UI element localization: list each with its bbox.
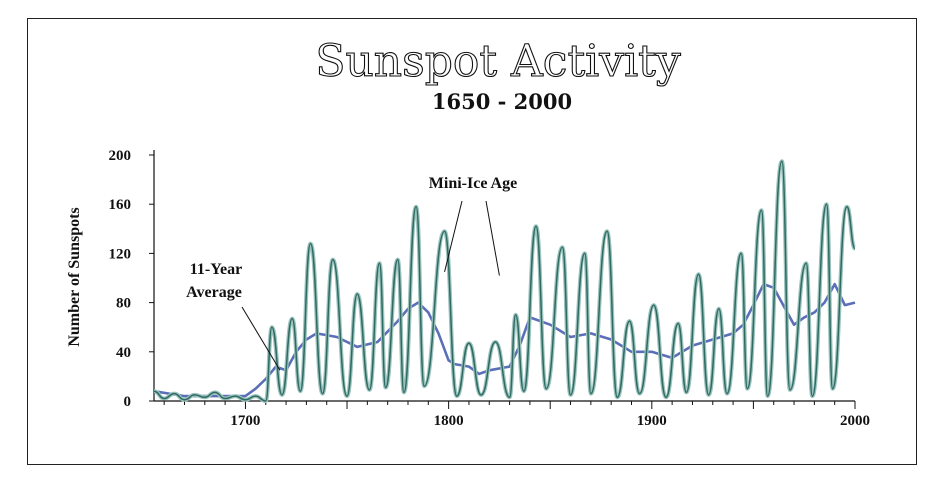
y-tick-label: 160 bbox=[109, 197, 132, 213]
x-tick-label: 2000 bbox=[840, 413, 870, 429]
y-tick-label: 80 bbox=[116, 296, 131, 312]
axes: 0 40 80 120 160 200 1700 1800 1900 2000 bbox=[109, 148, 871, 429]
series-line-sunspots bbox=[153, 160, 856, 402]
x-tick-label: 1800 bbox=[434, 413, 464, 429]
annotations: 11-Year Average Mini-Ice Age bbox=[186, 175, 517, 371]
annotation-arrow bbox=[241, 306, 281, 371]
y-tick-label: 40 bbox=[116, 345, 131, 361]
annotation-arrow bbox=[444, 200, 463, 272]
y-tick-label: 0 bbox=[124, 394, 132, 410]
chart-title: Sunspot Activity bbox=[315, 36, 681, 87]
y-tick-label: 120 bbox=[109, 246, 132, 262]
y-tick-label: 200 bbox=[109, 148, 132, 164]
series-line-sunspots-glow bbox=[153, 159, 857, 403]
annotation-label: 11-Year bbox=[190, 261, 242, 278]
annotation-label: Average bbox=[186, 284, 242, 301]
chart-subtitle: 1650 - 2000 bbox=[432, 89, 572, 114]
plot-area bbox=[153, 159, 857, 403]
annotation-arrow bbox=[485, 200, 500, 276]
annotation-label: Mini-Ice Age bbox=[429, 175, 517, 192]
x-tick-label: 1900 bbox=[637, 413, 667, 429]
y-axis-label: Number of Sunspots bbox=[66, 207, 83, 346]
x-tick-label: 1700 bbox=[230, 413, 260, 429]
